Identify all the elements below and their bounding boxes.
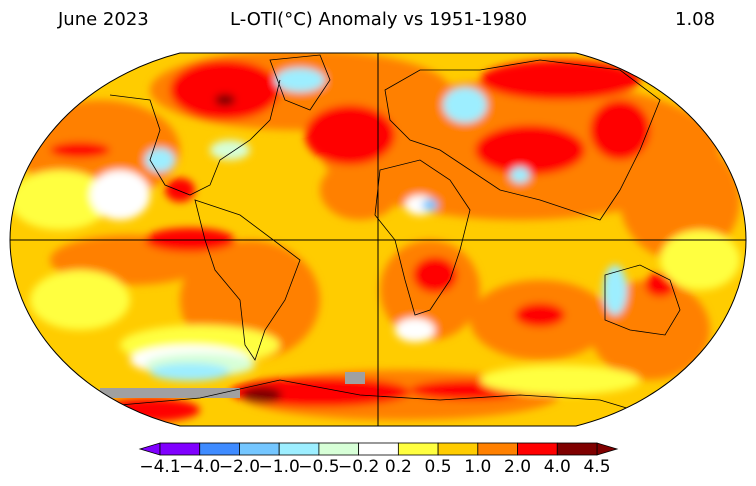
colorbar-segment [556, 442, 598, 456]
colorbar-segment [517, 442, 558, 456]
colorbar-segment [477, 442, 518, 456]
colorbar-tick-label: 2.0 [504, 457, 532, 477]
colorbar-tick-label: −4.1 [139, 457, 181, 477]
colorbar-over-arrow [596, 442, 619, 456]
colorbar-tick-label: 4.0 [543, 457, 571, 477]
map-title: L-OTI(°C) Anomaly vs 1951-1980 [230, 9, 528, 30]
colorbar-segment [437, 442, 479, 456]
colorbar-tick-label: 0.5 [424, 457, 452, 477]
colorbar-tick-label: −0.2 [337, 457, 380, 477]
colorbar-tick-label: 4.5 [583, 457, 611, 477]
coastlines [109, 54, 681, 413]
map-border [9, 52, 747, 427]
colorbar-segment [358, 442, 399, 456]
colorbar-tick-label: −0.5 [298, 457, 340, 477]
colorbar [138, 442, 619, 456]
colorbar-tick-label: −2.0 [218, 457, 261, 477]
colorbar-tick-label: 0.2 [384, 457, 412, 477]
colorbar-segment [199, 442, 240, 456]
global-mean-value: 1.08 [675, 9, 716, 30]
colorbar-segment [318, 442, 360, 456]
colorbar-tick-label: 1.0 [464, 457, 492, 477]
date-label: June 2023 [58, 9, 149, 30]
colorbar-segment [397, 442, 439, 456]
colorbar-segment [239, 442, 280, 456]
colorbar-segment [278, 442, 320, 456]
colorbar-tick-label: −4.0 [179, 457, 221, 477]
colorbar-under-arrow [138, 442, 161, 456]
anomaly-field [10, 53, 746, 426]
colorbar-tick-label: −1.0 [258, 457, 300, 477]
colorbar-segment [159, 442, 201, 456]
missing-data-region [100, 388, 240, 398]
